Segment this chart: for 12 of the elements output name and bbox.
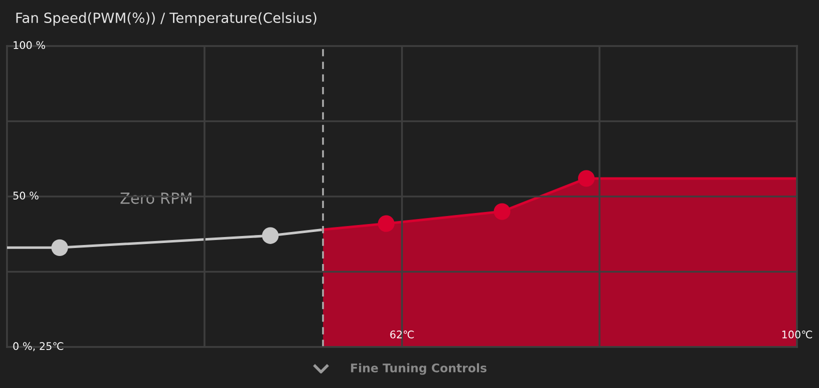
point <box>262 227 279 244</box>
y-tick-label: 50 % <box>13 192 38 200</box>
y-tick-label: 100 % <box>14 41 46 50</box>
point <box>494 203 510 220</box>
text: Fine Tuning Controls <box>351 363 486 375</box>
point <box>378 215 395 232</box>
chart-title: Fan Speed(PWM(%)) / Temperature(Celsius) <box>16 12 316 26</box>
y-tick-label: 0 %, 25℃ <box>13 342 64 352</box>
point <box>578 170 595 187</box>
x-tick-label: 100℃ <box>782 330 812 338</box>
point <box>51 239 68 256</box>
x-tick-label: 62℃ <box>390 330 414 338</box>
